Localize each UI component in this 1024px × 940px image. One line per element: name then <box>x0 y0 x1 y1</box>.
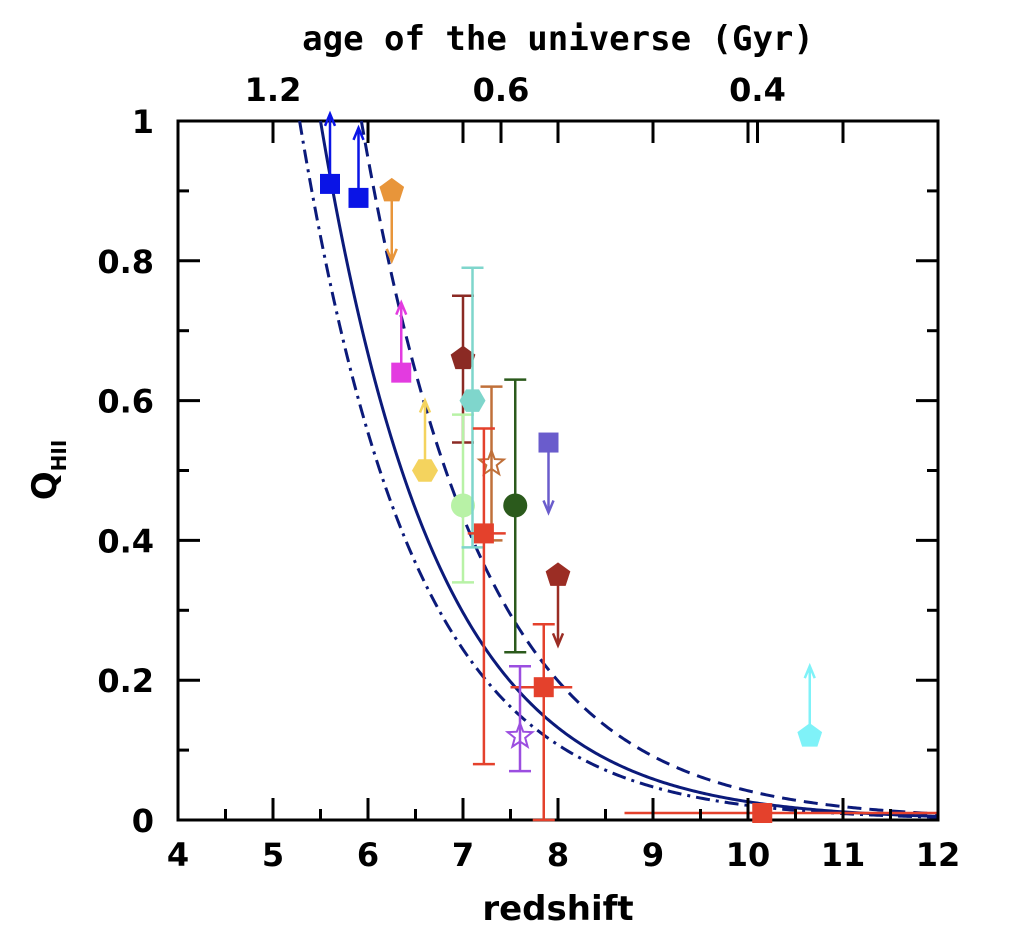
square-marker <box>391 362 412 383</box>
x-tick-label: 10 <box>726 836 771 874</box>
x-tick-label: 4 <box>167 836 189 874</box>
limit-arrow-head <box>551 632 565 649</box>
circle-marker <box>503 493 528 518</box>
pentagon-marker <box>450 345 476 370</box>
x-tick-label: 9 <box>642 836 664 874</box>
circle-marker <box>451 493 475 518</box>
pentagon-marker <box>379 177 405 202</box>
top-tick-label: 1.2 <box>245 71 302 109</box>
hexagon-marker <box>459 389 486 412</box>
open-star-marker <box>476 447 507 477</box>
y-tick-label: 1 <box>132 103 154 141</box>
top-axis-label: age of the universe (Gyr) <box>302 19 814 59</box>
square-marker <box>348 187 369 208</box>
plot-frame <box>176 119 940 822</box>
y-tick-label: 0.6 <box>97 383 154 421</box>
limit-arrow-head <box>542 500 555 516</box>
svg-text:QHII: QHII <box>25 440 71 501</box>
data-points <box>320 110 938 824</box>
model-curve-solid <box>319 120 939 818</box>
y-tick-label: 0 <box>132 802 154 840</box>
top-tick-label: 0.6 <box>473 71 530 109</box>
square-marker <box>533 677 554 698</box>
square-marker <box>473 523 494 544</box>
top-tick-label: 0.4 <box>729 71 786 109</box>
limit-arrow-head <box>395 299 408 316</box>
model-curves <box>298 120 939 819</box>
limit-arrow-head <box>803 662 816 679</box>
x-tick-label: 7 <box>452 836 474 874</box>
pentagon-marker <box>545 562 571 586</box>
y-axis-label-main: Q <box>25 471 65 500</box>
x-tick-label: 11 <box>821 836 866 874</box>
x-axis-label: redshift <box>482 889 633 929</box>
x-tick-label: 8 <box>547 836 569 874</box>
axis-tick-labels: 4 5 6 7 8 9 10 11 12 0 0.2 0.4 0.6 0.8 1 1.2 0.6 0.4 <box>97 71 960 874</box>
x-tick-label: 12 <box>916 836 961 874</box>
y-tick-label: 0.2 <box>97 662 154 700</box>
square-marker <box>538 432 559 453</box>
limit-arrow-head <box>385 248 398 265</box>
y-axis-label: QHII <box>25 440 71 501</box>
y-axis-label-sub: HII <box>47 440 71 472</box>
open-star-marker <box>504 720 536 749</box>
square-marker <box>752 803 773 824</box>
model-curve-dashdot <box>298 120 939 819</box>
model-curve-dashed <box>359 120 938 816</box>
pentagon-marker <box>797 723 823 747</box>
y-tick-label: 0.8 <box>97 243 154 281</box>
y-tick-label: 0.4 <box>97 522 154 560</box>
limit-arrow-head <box>418 397 432 413</box>
axis-ticks <box>176 119 940 822</box>
limit-arrow-head <box>323 110 337 127</box>
x-tick-label: 5 <box>262 836 284 874</box>
hexagon-marker <box>412 459 438 482</box>
square-marker <box>320 173 340 194</box>
limit-arrow-head <box>352 124 365 141</box>
x-tick-label: 6 <box>357 836 379 874</box>
